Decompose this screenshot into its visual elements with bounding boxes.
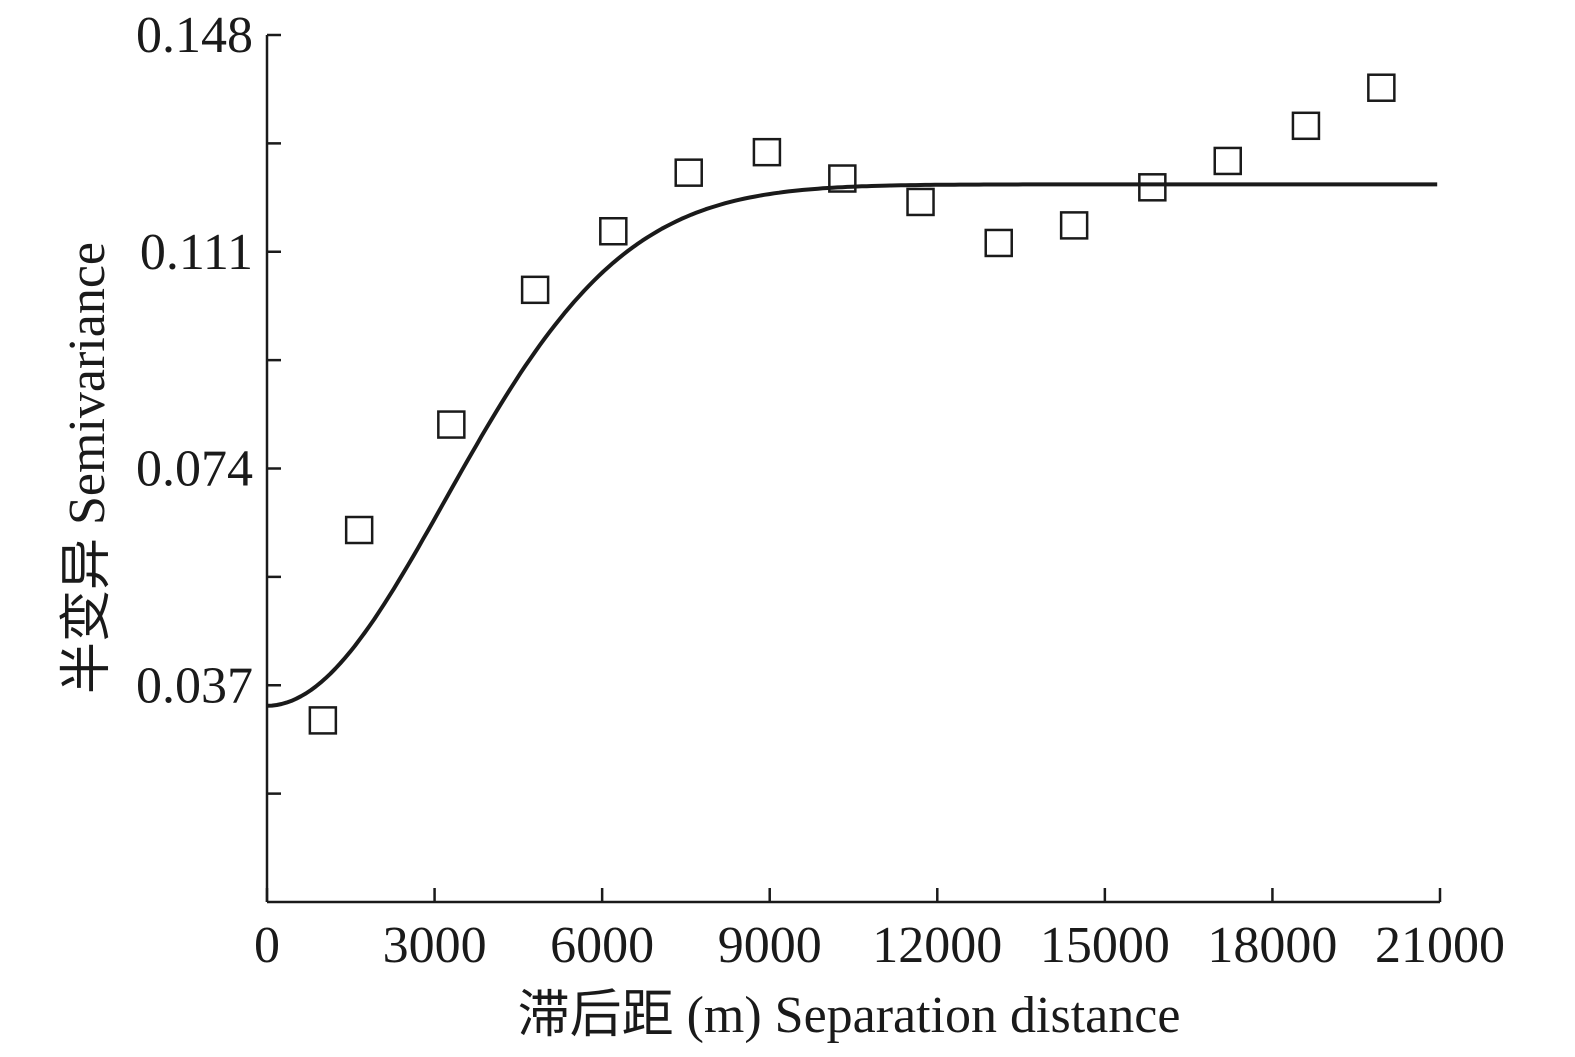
x-tick-label: 3000 xyxy=(383,917,487,974)
axes xyxy=(265,33,1442,904)
data-point-marker xyxy=(1138,173,1167,202)
x-tick-label: 15000 xyxy=(1040,917,1170,974)
x-tick-label: 0 xyxy=(254,917,280,974)
data-point-marker xyxy=(599,216,628,246)
data-point-marker xyxy=(1367,73,1396,102)
data-point-marker xyxy=(674,158,703,187)
data-point-marker xyxy=(1059,211,1089,240)
data-point-marker xyxy=(984,228,1013,258)
data-point-marker xyxy=(906,187,935,217)
x-tick-label: 12000 xyxy=(872,917,1002,974)
x-tick-label: 6000 xyxy=(550,917,654,974)
x-tick-label: 9000 xyxy=(718,917,822,974)
data-point-marker xyxy=(752,137,782,167)
y-tick-label: 0.037 xyxy=(136,657,253,714)
x-tick-label: 18000 xyxy=(1207,917,1337,974)
data-point-marker xyxy=(344,515,374,545)
y-tick-label: 0.074 xyxy=(136,441,253,498)
data-point-marker xyxy=(437,410,466,439)
data-point-marker xyxy=(828,164,857,193)
x-axis-title: 滞后距 (m) Separation distance xyxy=(518,987,1181,1044)
data-point-marker xyxy=(308,706,338,735)
y-tick-label: 0.111 xyxy=(140,224,253,281)
fitted-curve-line xyxy=(266,182,1438,708)
fitted-curve-group xyxy=(266,182,1438,708)
y-tick-label: 0.148 xyxy=(136,7,253,64)
y-axis-title: 半变异 Semivariance xyxy=(59,242,116,694)
data-point-marker xyxy=(520,275,550,305)
x-tick-label: 21000 xyxy=(1375,917,1505,974)
data-point-marker xyxy=(1291,111,1321,141)
data-points-group xyxy=(308,73,1396,735)
tick-labels-group: 0 3000 6000 9000 12000 15000 18000 21000 0.037 0.… xyxy=(136,7,1505,974)
data-point-marker xyxy=(1213,146,1242,176)
